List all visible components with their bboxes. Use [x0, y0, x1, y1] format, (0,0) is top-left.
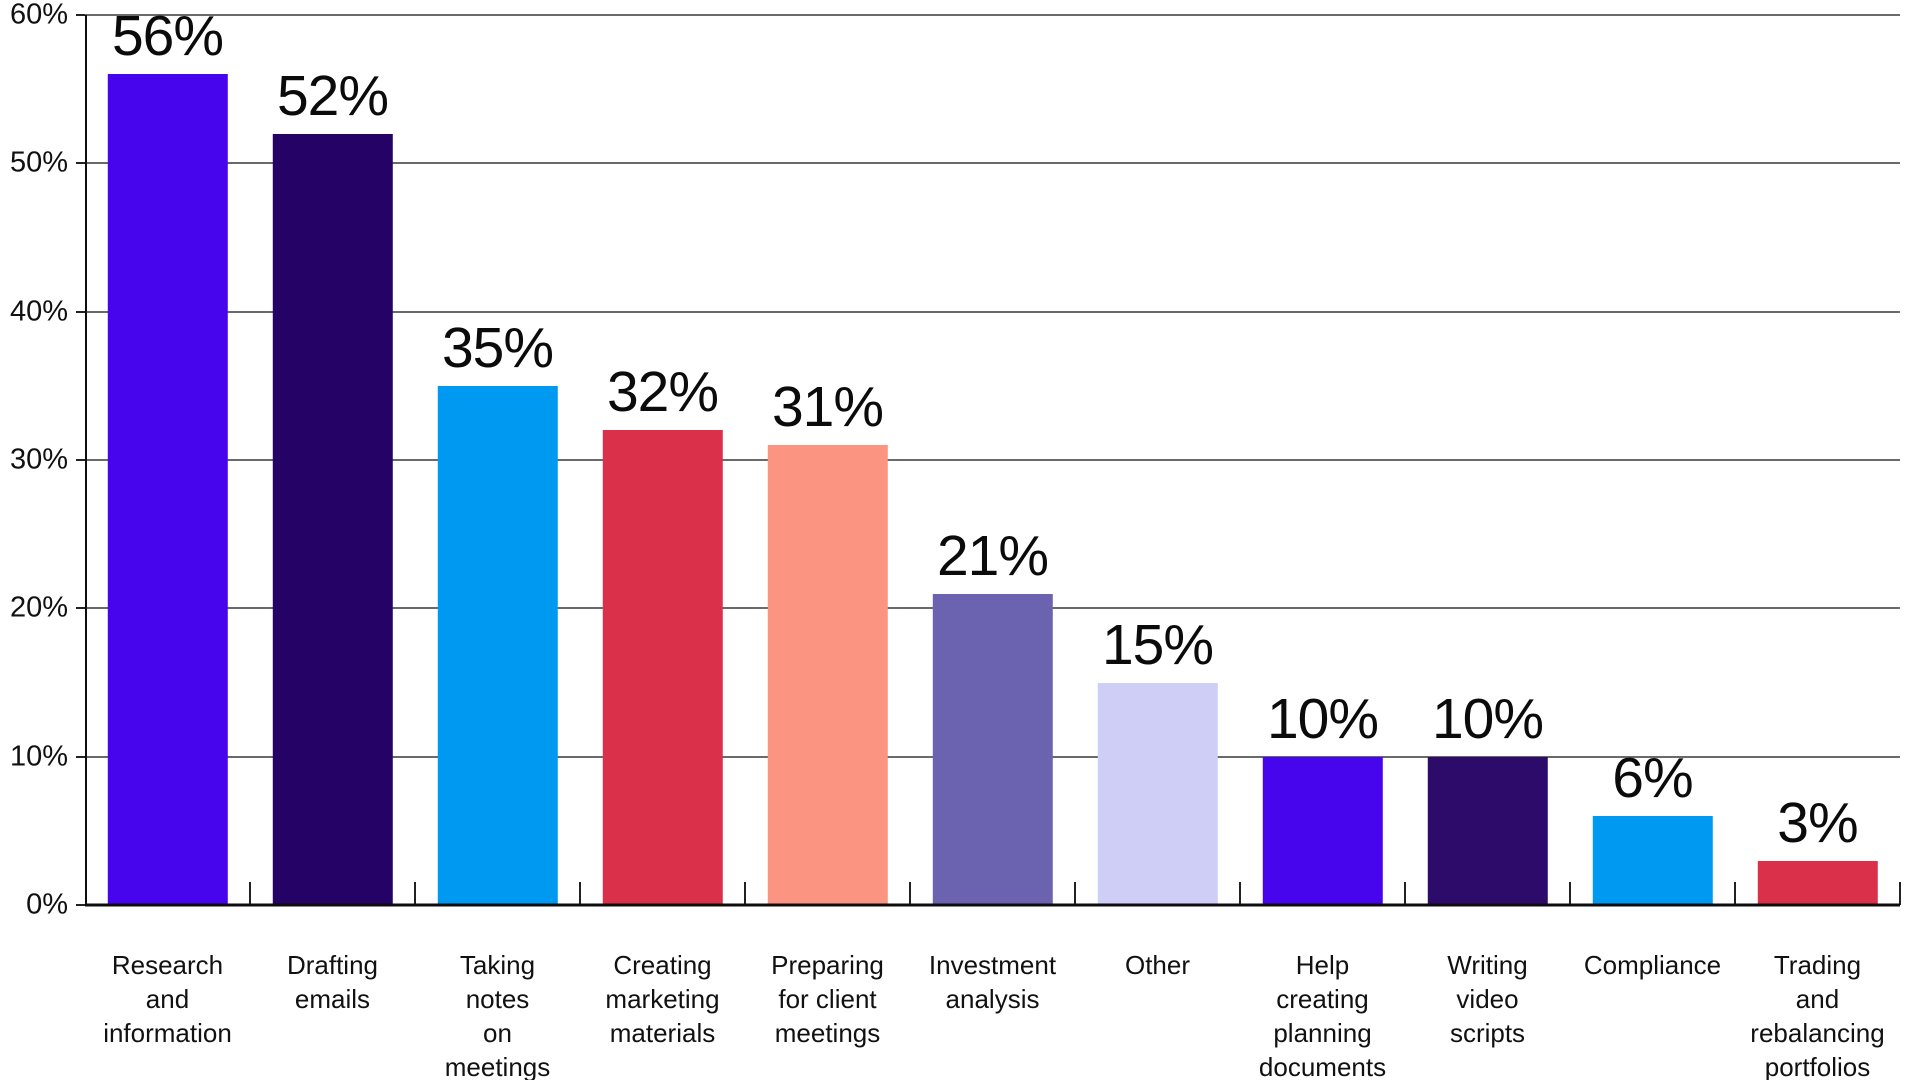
x-axis-category-label: Preparing for client meetings	[771, 950, 884, 1048]
x-axis-category-labels: Research and information Drafting emails T…	[85, 948, 1900, 1080]
bar-column: 35%	[415, 15, 580, 905]
bar-column: 31%	[745, 15, 910, 905]
bar-value-label: 3%	[1777, 790, 1858, 855]
x-axis-category-label: Drafting emails	[286, 950, 379, 1014]
bar-value-label: 15%	[1101, 612, 1214, 677]
bar	[767, 445, 888, 905]
bar-value-label: 31%	[771, 375, 884, 440]
y-axis-tick-label: 10%	[9, 740, 68, 773]
bar-column: 21%	[910, 15, 1075, 905]
bar	[602, 430, 723, 905]
bar	[1592, 816, 1713, 905]
x-axis-category-label: Investment analysis	[928, 950, 1057, 1014]
x-axis-tick	[744, 882, 746, 905]
bar-value-label: 6%	[1612, 746, 1693, 810]
bar-column: 3%	[1735, 15, 1900, 905]
bar-value-label: 10%	[1431, 686, 1544, 751]
plot-area: 56% 52% 35% 32% 31% 21% 15% 10% 10% 6% 3%	[76, 8, 1901, 907]
y-axis-tick	[76, 904, 85, 906]
bar-value-label: 35%	[441, 315, 554, 380]
x-axis-category-label: Help creating planning documents	[1258, 950, 1387, 1080]
y-axis-tick-labels: 0% 10% 20% 30% 40% 50% 60%	[0, 0, 70, 919]
bar-column: 32%	[580, 15, 745, 905]
y-axis-tick-label: 20%	[9, 591, 68, 624]
bars-row: 56% 52% 35% 32% 31% 21% 15% 10% 10% 6% 3%	[85, 8, 1900, 905]
y-axis-tick	[76, 162, 85, 165]
bar-column: 52%	[250, 15, 415, 905]
y-axis-tick	[76, 14, 85, 16]
x-axis-tick	[1404, 882, 1406, 905]
x-axis-tick	[1239, 882, 1241, 905]
x-axis-tick	[1569, 882, 1571, 905]
y-axis-tick-label: 40%	[9, 295, 68, 328]
x-axis-category-label: Trading and rebalancing portfolios	[1750, 950, 1885, 1080]
bar	[1427, 756, 1548, 905]
y-axis-tick-label: 60%	[9, 0, 68, 31]
bar	[437, 385, 558, 905]
bar-column: 56%	[85, 8, 250, 905]
bar-value-label: 32%	[606, 360, 719, 425]
y-axis-line	[85, 15, 87, 905]
x-axis-category-label: Writing video scripts	[1447, 950, 1528, 1048]
x-axis-tick	[1899, 882, 1901, 905]
bar-value-label: 56%	[111, 4, 224, 69]
y-axis-tick	[76, 459, 85, 461]
bar-column: 6%	[1570, 15, 1735, 905]
x-axis-tick	[1074, 882, 1076, 905]
y-axis-tick	[76, 310, 85, 313]
y-axis-tick	[76, 755, 85, 758]
bar	[107, 74, 228, 905]
bar-value-label: 21%	[936, 523, 1049, 588]
gridline	[85, 459, 1900, 461]
x-axis-category-label: Taking notes on meetings	[444, 950, 551, 1080]
x-axis-tick	[1734, 882, 1736, 905]
gridline	[85, 162, 1900, 165]
bar	[272, 133, 393, 905]
bar	[1262, 756, 1383, 905]
x-axis-line	[85, 903, 1900, 907]
gridline	[85, 310, 1900, 313]
y-axis-tick-label: 50%	[9, 146, 68, 179]
gridline	[85, 14, 1900, 16]
x-axis-category-label: Compliance	[1583, 950, 1722, 980]
x-axis-tick	[249, 882, 251, 905]
bar-value-label: 10%	[1266, 686, 1379, 751]
bar-value-label: 52%	[276, 63, 389, 128]
bar-column: 15%	[1075, 15, 1240, 905]
x-axis-category-label: Creating marketing materials	[605, 950, 720, 1048]
x-axis-tick	[579, 882, 581, 905]
x-axis-category-label: Other	[1124, 950, 1191, 980]
y-axis-tick-label: 0%	[26, 888, 68, 921]
bar	[1097, 682, 1218, 905]
x-axis-category-label: Research and information	[103, 950, 232, 1048]
bar-column: 10%	[1240, 15, 1405, 905]
y-axis-tick-label: 30%	[9, 443, 68, 476]
bar-column: 10%	[1405, 15, 1570, 905]
bar	[932, 593, 1053, 905]
bar	[1757, 860, 1878, 905]
y-axis-tick	[76, 607, 85, 610]
x-axis-tick	[909, 882, 911, 905]
x-axis-tick	[414, 882, 416, 905]
